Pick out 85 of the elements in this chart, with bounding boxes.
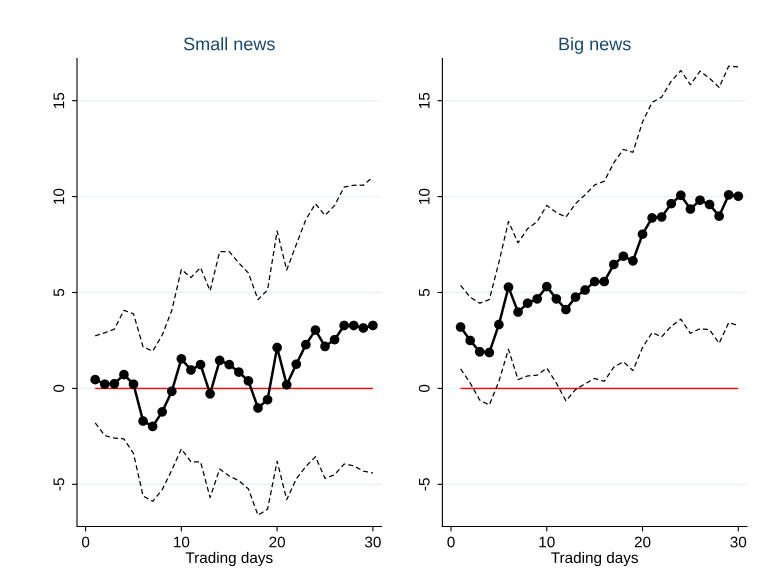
y-tick-label: -5 — [418, 478, 430, 490]
x-tick-label: 0 — [82, 536, 90, 548]
point — [90, 374, 100, 384]
point — [532, 294, 542, 304]
point — [358, 323, 368, 333]
point — [138, 416, 148, 426]
line-series — [94, 422, 374, 516]
point — [618, 251, 628, 262]
point — [522, 298, 532, 308]
point — [599, 276, 610, 286]
point — [330, 334, 340, 345]
point — [300, 340, 311, 350]
y-tick-label: 0 — [53, 384, 64, 392]
point — [320, 342, 330, 352]
point — [513, 307, 523, 317]
x-tick-label: 10 — [539, 536, 555, 548]
y-tick-label: -5 — [54, 478, 64, 490]
point — [676, 190, 686, 200]
x-tick-label: 20 — [269, 536, 286, 548]
point — [590, 276, 600, 286]
x-tick-label: 30 — [730, 536, 746, 548]
point — [224, 360, 234, 370]
point — [570, 292, 580, 302]
y-tick-label: 10 — [53, 188, 64, 204]
point — [310, 325, 320, 335]
point — [368, 320, 378, 330]
y-tick-label: 15 — [54, 92, 64, 108]
x-tick-label: 30 — [364, 536, 381, 548]
point — [608, 260, 619, 270]
point — [214, 356, 225, 366]
point — [494, 320, 504, 330]
point — [339, 320, 350, 330]
point — [484, 348, 494, 358]
chart-title: Small news — [184, 37, 275, 50]
chart-title: Big news — [560, 37, 631, 54]
point — [282, 380, 292, 390]
point — [234, 367, 244, 377]
point — [186, 365, 196, 375]
x-axis-title: Trading days — [186, 552, 273, 566]
point — [704, 200, 714, 210]
point — [128, 379, 138, 390]
point — [196, 360, 206, 370]
x-tick-label: 20 — [634, 536, 650, 548]
point — [291, 359, 302, 370]
point — [244, 376, 254, 386]
point — [100, 379, 110, 390]
point — [580, 285, 590, 295]
point — [205, 388, 215, 399]
point — [474, 346, 485, 357]
point — [262, 394, 272, 405]
point — [628, 256, 638, 266]
point — [109, 378, 120, 389]
point — [686, 204, 696, 214]
point — [504, 282, 514, 292]
point — [166, 386, 177, 396]
y-tick-label: 5 — [54, 288, 64, 296]
point — [695, 195, 705, 206]
point — [638, 229, 648, 240]
point — [561, 304, 571, 314]
point — [714, 211, 724, 222]
y-tick-label: 5 — [418, 288, 430, 296]
point — [465, 336, 476, 346]
point — [666, 198, 676, 209]
point — [542, 282, 552, 292]
point — [656, 212, 667, 222]
point — [148, 422, 158, 432]
point — [253, 403, 263, 413]
y-tick-label: 15 — [418, 92, 430, 108]
line-series — [460, 66, 739, 304]
y-tick-label: 0 — [418, 384, 430, 392]
point — [176, 354, 186, 364]
point — [157, 406, 168, 417]
point — [119, 370, 129, 380]
line-series — [460, 318, 739, 406]
y-tick-label: 10 — [418, 188, 430, 204]
point — [733, 191, 744, 202]
point — [456, 322, 466, 332]
point — [272, 342, 282, 352]
point — [724, 190, 734, 200]
x-tick-label: 0 — [447, 536, 455, 548]
point — [647, 213, 657, 223]
point — [551, 294, 562, 304]
point — [348, 320, 359, 330]
x-tick-label: 10 — [174, 536, 190, 548]
x-axis-title: Trading days — [551, 552, 638, 566]
